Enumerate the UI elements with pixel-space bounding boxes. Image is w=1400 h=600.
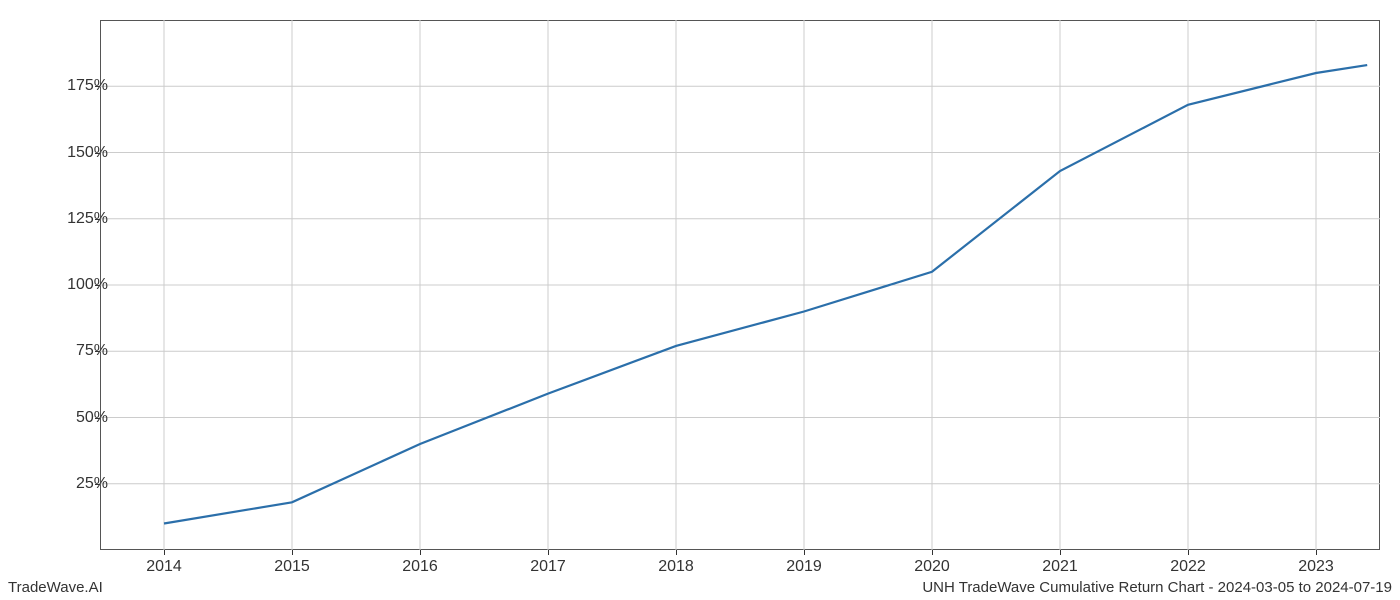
x-tick-mark [1060,550,1061,555]
x-tick-label: 2020 [914,558,950,576]
x-tick-label: 2018 [658,558,694,576]
data-line [164,65,1367,523]
y-tick-mark [95,484,100,485]
x-tick-mark [164,550,165,555]
y-tick-mark [95,285,100,286]
y-tick-mark [95,219,100,220]
x-tick-mark [1316,550,1317,555]
x-tick-mark [1188,550,1189,555]
chart-svg [100,20,1380,550]
x-tick-label: 2021 [1042,558,1078,576]
y-tick-mark [95,153,100,154]
footer-brand: TradeWave.AI [8,579,103,596]
x-tick-label: 2022 [1170,558,1206,576]
x-tick-mark [548,550,549,555]
x-tick-label: 2017 [530,558,566,576]
x-tick-label: 2016 [402,558,438,576]
y-tick-mark [95,351,100,352]
x-tick-mark [932,550,933,555]
x-tick-mark [420,550,421,555]
footer-caption: UNH TradeWave Cumulative Return Chart - … [922,579,1392,596]
x-tick-mark [804,550,805,555]
x-tick-label: 2019 [786,558,822,576]
x-tick-label: 2015 [274,558,310,576]
x-tick-mark [292,550,293,555]
chart-plot-area [100,20,1380,550]
y-tick-mark [95,86,100,87]
x-tick-label: 2014 [146,558,182,576]
x-tick-mark [676,550,677,555]
x-tick-label: 2023 [1298,558,1334,576]
y-tick-mark [95,418,100,419]
